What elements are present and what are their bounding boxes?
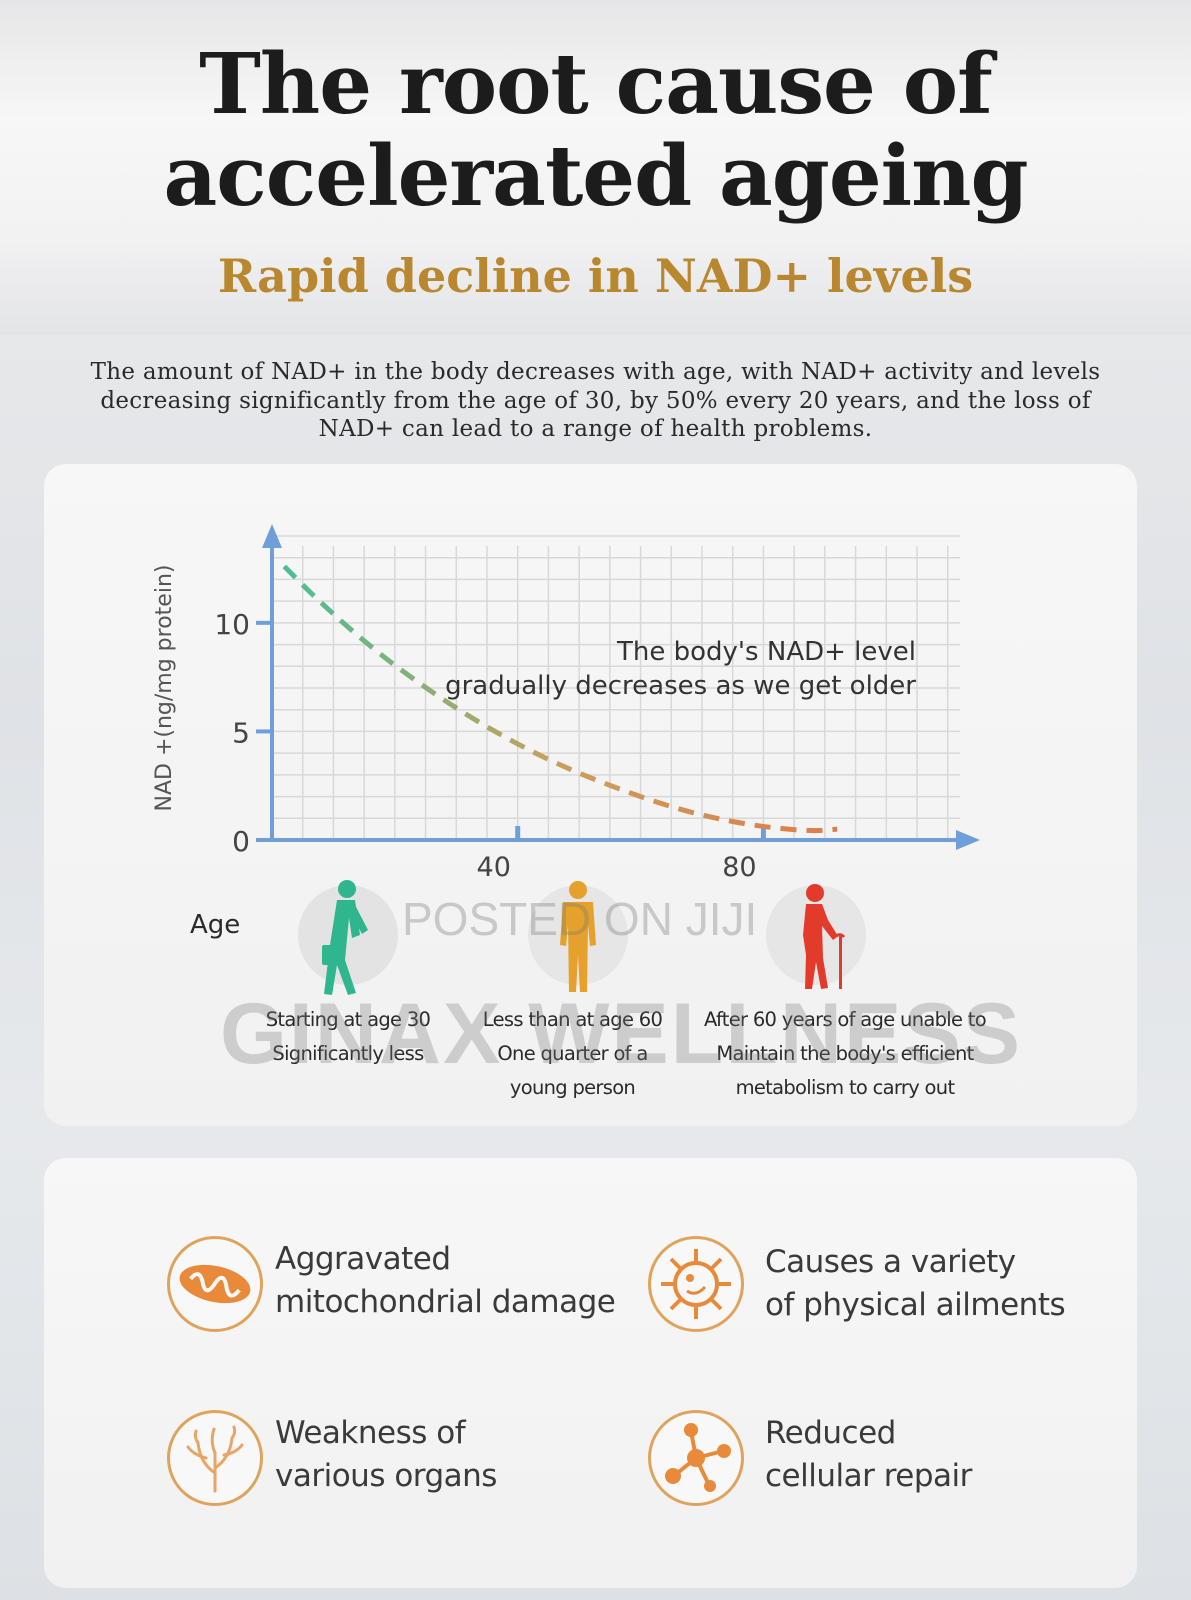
effect-line: Causes a variety [765, 1244, 1016, 1280]
effect-mitochondrial-damage: Aggravated mitochondrial damage [275, 1238, 616, 1324]
page-subtitle: Rapid decline in NAD+ levels [217, 249, 974, 303]
effect-line: Reduced [765, 1415, 896, 1451]
y-tick-label: 5 [232, 716, 250, 749]
y-tick-label: 0 [232, 825, 250, 858]
chart-ticks: 0 5 10 40 80 [214, 608, 766, 883]
caption-line: Maintain the body's efficient [716, 1042, 974, 1065]
young-person-icon [322, 880, 368, 995]
intro-line: decreasing significantly from the age of… [100, 387, 1091, 414]
intro-line: NAD+ can lead to a range of health probl… [318, 416, 873, 442]
chart-card [44, 464, 1137, 1126]
effects-card [44, 1158, 1137, 1588]
caption-line: Significantly less [272, 1042, 424, 1065]
effect-line: various organs [275, 1458, 497, 1494]
y-axis-arrow-icon [262, 524, 282, 548]
page-title-line2: accelerated ageing [163, 127, 1028, 225]
age-label: Age [190, 910, 241, 940]
watermark-brand: GINAX WELLNESS [220, 986, 1023, 1082]
figure-caption-elderly: After 60 years of age unable to Maintain… [680, 1003, 1010, 1105]
page-title-line1: The root cause of [199, 35, 993, 133]
middle-aged-person-icon [560, 881, 596, 992]
virus-icon [648, 1236, 744, 1332]
x-tick-label: 80 [722, 852, 756, 883]
y-tick-label: 10 [214, 608, 250, 641]
chart-annotation-line1: The body's NAD+ level [616, 637, 916, 667]
figure-caption-middle: Less than at age 60 One quarter of a you… [470, 1003, 675, 1105]
elderly-person-with-cane-icon [803, 884, 846, 989]
x-axis-arrow-icon [956, 830, 980, 850]
nad-level-curve [282, 564, 838, 834]
mitochondria-icon [167, 1236, 263, 1332]
effect-line: of physical ailments [765, 1287, 1066, 1323]
header-band [0, 0, 1191, 335]
figure-caption-young: Starting at age 30 Significantly less [238, 1003, 458, 1071]
caption-line: After 60 years of age unable to [704, 1008, 987, 1031]
effect-line: Weakness of [275, 1415, 466, 1451]
caption-line: Starting at age 30 [265, 1008, 431, 1031]
organ-tissue-icon [167, 1410, 263, 1506]
effect-line: cellular repair [765, 1458, 972, 1494]
caption-line: metabolism to carry out [735, 1076, 955, 1099]
intro-paragraph: The amount of NAD+ in the body decreases… [50, 358, 1141, 444]
caption-line: One quarter of a [497, 1042, 648, 1065]
molecule-icon [648, 1410, 744, 1506]
chart-axes [262, 524, 980, 850]
intro-line: The amount of NAD+ in the body decreases… [90, 359, 1101, 385]
y-axis-label: NAD +(ng/mg protein) [152, 565, 177, 812]
caption-line: Less than at age 60 [482, 1008, 663, 1031]
caption-line: young person [509, 1076, 636, 1099]
x-tick-label: 40 [477, 852, 511, 883]
effect-organ-weakness: Weakness of various organs [275, 1412, 497, 1498]
effect-cellular-repair: Reduced cellular repair [765, 1412, 972, 1498]
nad-decline-chart: 0 5 10 40 80 NAD +(ng/mg protein) The body's… [152, 524, 980, 995]
watermark-posted: POSTED ON JIJI [402, 893, 758, 945]
effect-line: mitochondrial damage [275, 1284, 616, 1320]
chart-annotation-line2: gradually decreases as we get older [445, 671, 916, 701]
effect-physical-ailments: Causes a variety of physical ailments [765, 1241, 1066, 1327]
effect-line: Aggravated [275, 1241, 451, 1277]
